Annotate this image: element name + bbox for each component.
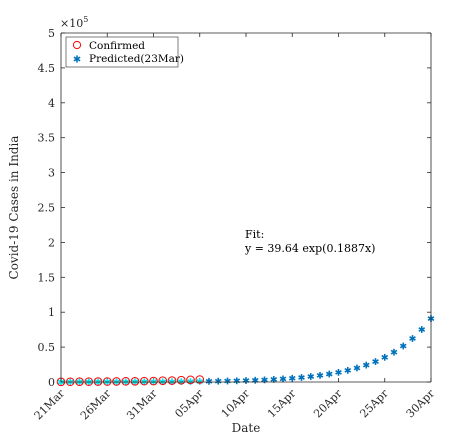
predicted-point [418, 326, 426, 333]
x-tick-label: 25Apr [357, 386, 391, 420]
y-axis-label: Covid-19 Cases in India [7, 136, 21, 280]
y-tick-label: 0 [48, 376, 55, 389]
x-tick-label: 10Apr [219, 386, 253, 420]
y-exponent-base: ×10 [60, 17, 83, 30]
x-tick-label: 31Mar [124, 386, 160, 422]
confirmed-point [121, 377, 131, 386]
confirmed-point [93, 377, 103, 386]
y-tick-label: 0.5 [38, 341, 56, 354]
predicted-point [288, 374, 296, 382]
predicted-point [381, 353, 389, 361]
x-tick-label: 05Apr [172, 386, 206, 420]
predicted-point [362, 361, 370, 369]
y-exponent-label: ×105 [60, 15, 88, 30]
y-tick-label: 1.5 [38, 271, 56, 284]
predicted-point [390, 348, 398, 356]
predicted-point [298, 374, 305, 381]
confirmed-point [130, 376, 140, 386]
confirmed-point [167, 376, 177, 385]
y-axis: 0 0.5 1 1.5 2 2.5 3 3.5 4 4.5 5 [38, 27, 431, 389]
legend-predicted-label: Predicted(23Mar) [89, 53, 184, 65]
y-tick-label: 1 [48, 306, 55, 319]
confirmed-point [139, 376, 149, 386]
y-tick-label: 4.5 [38, 62, 56, 75]
predicted-point [316, 372, 324, 379]
y-tick-label: 4 [48, 97, 55, 110]
legend: Confirmed Predicted(23Mar) [65, 36, 184, 68]
y-tick-label: 2.5 [38, 202, 56, 215]
fit-annotation-line1: Fit: [245, 228, 264, 241]
y-tick-label: 5 [48, 27, 55, 40]
predicted-point [353, 364, 361, 372]
x-tick-label: 21Mar [32, 386, 68, 422]
predicted-point [307, 373, 315, 380]
confirmed-point [186, 375, 195, 385]
plot-area [61, 33, 431, 382]
predicted-point [251, 376, 259, 384]
predicted-point [335, 368, 342, 376]
predicted-point [205, 377, 213, 385]
fit-annotation-line2: y = 39.64 exp(0.1887x) [244, 242, 375, 255]
y-tick-label: 3.5 [38, 132, 56, 145]
confirmed-point [149, 376, 158, 386]
predicted-point [279, 375, 287, 383]
legend-predicted-marker [73, 55, 81, 63]
predicted-point [372, 358, 379, 365]
predicted-point [325, 370, 333, 378]
confirmed-point [195, 375, 205, 384]
x-tick-label: 15Apr [265, 386, 299, 420]
confirmed-point [112, 377, 121, 386]
x-axis-label: Date [232, 421, 261, 435]
legend-star-glyph [73, 55, 81, 63]
x-tick-label: 20Apr [311, 386, 345, 420]
y-tick-label: 2 [48, 236, 55, 249]
x-tick-label: 26Mar [78, 386, 114, 422]
legend-confirmed-label: Confirmed [89, 40, 145, 52]
legend-confirmed-marker [72, 40, 82, 50]
predicted-point [409, 335, 416, 342]
confirmed-point [176, 375, 186, 385]
x-tick-label: 30Apr [404, 386, 438, 420]
predicted-point [399, 342, 407, 350]
y-tick-label: 3 [48, 167, 55, 180]
legend-box [65, 36, 179, 68]
predicted-point [344, 366, 352, 374]
confirmed-point [158, 376, 168, 386]
y-exponent-power: 5 [83, 15, 88, 24]
confirmed-point [102, 377, 112, 386]
